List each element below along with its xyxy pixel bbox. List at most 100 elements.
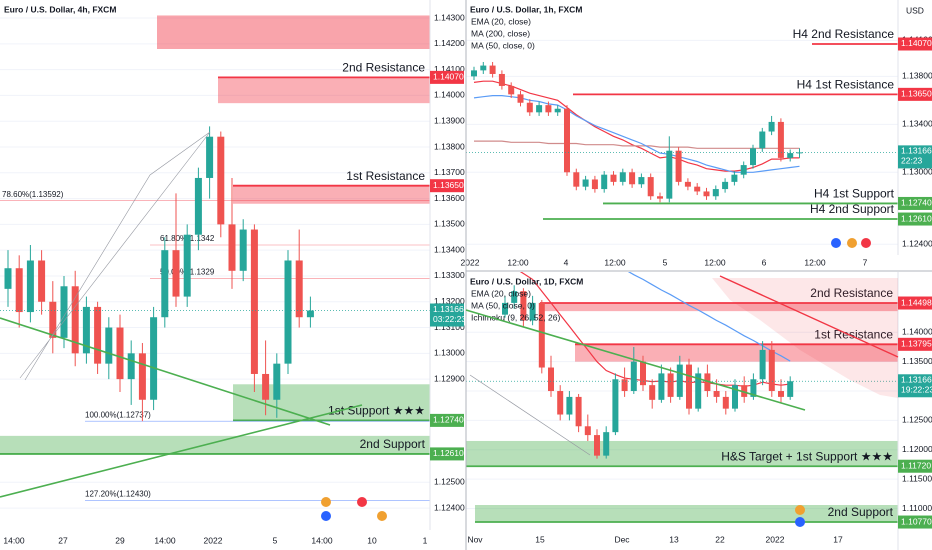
y-tick-label: 1.13400 bbox=[902, 119, 932, 129]
event-icon bbox=[795, 517, 805, 527]
candle-body bbox=[82, 306, 90, 354]
chart-overlay: 1.140001.135001.130001.125001.120001.115… bbox=[467, 272, 932, 550]
chart-title: Euro / U.S. Dollar, 1h, FXCM bbox=[470, 4, 582, 14]
candle-body bbox=[206, 136, 214, 178]
y-tick-label: 1.13400 bbox=[434, 244, 465, 254]
candle-body bbox=[105, 327, 113, 364]
candle-body bbox=[557, 391, 564, 415]
candle-body bbox=[480, 65, 487, 71]
x-tick-label: 4 bbox=[564, 257, 569, 267]
level-price-tag bbox=[898, 87, 932, 101]
y-tick-label: 1.13500 bbox=[434, 219, 465, 229]
y-tick-label: 1.13800 bbox=[434, 141, 465, 151]
pattern-drawing bbox=[19, 131, 211, 381]
x-tick-label: 10 bbox=[367, 535, 377, 545]
candle-body bbox=[675, 150, 682, 182]
x-tick-label: 2022 bbox=[766, 534, 785, 544]
candle-body bbox=[768, 121, 775, 132]
x-tick-label: 27 bbox=[58, 535, 68, 545]
candle-body bbox=[787, 381, 794, 397]
candle-body bbox=[778, 391, 784, 397]
x-tick-label: 22 bbox=[715, 534, 725, 544]
trendline bbox=[719, 275, 899, 358]
level-price-tag bbox=[430, 179, 464, 193]
y-tick-label: 1.13600 bbox=[434, 193, 465, 203]
y-tick-label: 1.12500 bbox=[434, 477, 465, 487]
candle-body bbox=[150, 317, 158, 400]
y-tick-label: 1.12500 bbox=[902, 415, 932, 425]
candle-body bbox=[750, 379, 757, 397]
y-tick-label: 1.14000 bbox=[902, 327, 932, 337]
candle-body bbox=[489, 65, 496, 74]
event-icon bbox=[861, 238, 871, 248]
legend-entry: MA (200, close) bbox=[471, 28, 530, 38]
event-icon bbox=[357, 497, 367, 507]
y-tick-label: 1.11500 bbox=[902, 473, 932, 483]
level-price-label: 1.14070 bbox=[433, 72, 464, 82]
candle-body bbox=[640, 361, 646, 386]
x-tick-label: 6 bbox=[762, 257, 767, 267]
x-tick-label: 1 bbox=[423, 535, 428, 545]
candle-body bbox=[502, 302, 508, 315]
level-price-label: 1.12740 bbox=[901, 198, 932, 208]
ichimoku-cloud bbox=[712, 278, 898, 398]
candle-body bbox=[508, 85, 515, 95]
candle-body bbox=[630, 361, 637, 392]
level-price-label: 1.13795 bbox=[901, 339, 932, 349]
level-price-tag bbox=[898, 296, 932, 310]
candle-body bbox=[647, 177, 654, 197]
y-tick-label: 1.12400 bbox=[434, 502, 465, 512]
x-tick-label: Dec bbox=[614, 534, 630, 544]
level-label: 2nd Resistance bbox=[810, 286, 893, 300]
y-tick-label: 1.13500 bbox=[902, 356, 932, 366]
level-zone bbox=[233, 185, 430, 204]
x-tick-label: 14:00 bbox=[311, 535, 333, 545]
level-label: H&S Target + 1st Support ★★★ bbox=[721, 449, 893, 463]
y-tick-label: 1.14100 bbox=[434, 64, 465, 74]
candle-body bbox=[273, 363, 281, 400]
candle-body bbox=[638, 177, 645, 185]
candle-body bbox=[741, 385, 748, 397]
candle-body bbox=[60, 286, 68, 338]
y-tick-label: 1.12400 bbox=[902, 238, 932, 248]
candle-body bbox=[545, 105, 552, 113]
current-price-tag bbox=[430, 303, 464, 327]
event-icon bbox=[847, 238, 857, 248]
candle-body bbox=[666, 150, 673, 199]
candle-body bbox=[603, 432, 610, 456]
candle-body bbox=[722, 396, 729, 409]
currency-label: USD bbox=[906, 5, 924, 15]
current-price-label: 1.13166 bbox=[901, 375, 932, 385]
y-tick-label: 1.12900 bbox=[434, 373, 465, 383]
candle-body bbox=[306, 310, 314, 318]
candle-body bbox=[686, 364, 692, 409]
candle-body bbox=[284, 260, 292, 364]
candle-body bbox=[548, 367, 554, 392]
countdown-label: 22:23 bbox=[901, 156, 923, 166]
candle-body bbox=[619, 172, 626, 182]
candle-body bbox=[768, 349, 775, 392]
level-zone bbox=[0, 435, 430, 454]
candle-body bbox=[566, 396, 573, 415]
x-tick-label: 7 bbox=[863, 257, 868, 267]
y-tick-label: 1.13900 bbox=[434, 115, 465, 125]
event-icon bbox=[831, 238, 841, 248]
y-tick-label: 1.13700 bbox=[434, 167, 465, 177]
x-tick-label: 2022 bbox=[461, 257, 480, 267]
candle-body bbox=[657, 196, 663, 199]
y-tick-label: 1.13200 bbox=[434, 296, 465, 306]
y-tick-label: 1.13100 bbox=[434, 322, 465, 332]
candle-body bbox=[262, 373, 270, 400]
y-tick-label: 1.13000 bbox=[434, 348, 465, 358]
candle-body bbox=[517, 94, 524, 103]
candle-body bbox=[732, 385, 738, 409]
current-price-label: 1.13166 bbox=[433, 304, 464, 314]
level-price-label: 1.11720 bbox=[901, 460, 931, 470]
event-icon bbox=[321, 511, 331, 521]
chart-panel bbox=[466, 39, 898, 245]
zone bbox=[157, 15, 430, 50]
x-tick-label: Nov bbox=[467, 534, 483, 544]
level-label: 2nd Resistance bbox=[342, 61, 425, 75]
